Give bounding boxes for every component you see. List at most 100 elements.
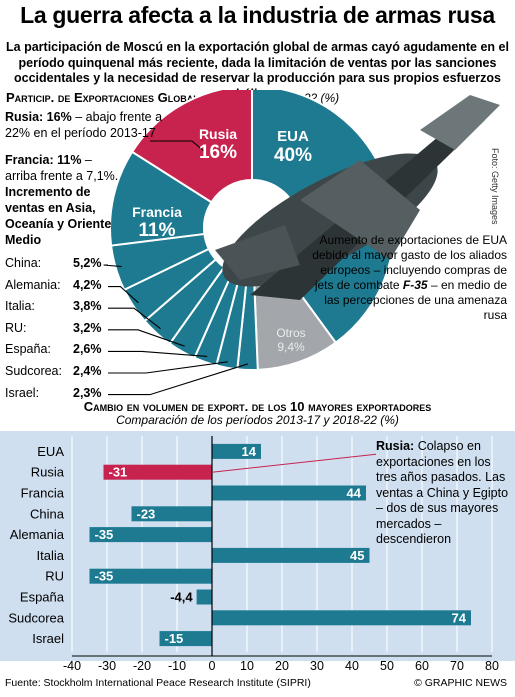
- russia-leader-line: [150, 140, 206, 153]
- slice-france-value: 11%: [138, 220, 176, 241]
- category-label: China: [30, 506, 65, 521]
- bar-value-label: -15: [165, 631, 184, 646]
- country-share-row: Alemania: 4,2%: [5, 278, 102, 292]
- bar-value-label: -31: [109, 465, 128, 480]
- country-share-value: 2,6%: [73, 342, 102, 357]
- bar-sudcorea: [212, 610, 471, 626]
- slice-label-usa: EUA 40%: [262, 128, 324, 167]
- bar-value-label: -35: [95, 527, 114, 542]
- x-tick-label: -10: [168, 659, 186, 673]
- bar-rows: EUA 14 Rusia -31 Francia 44 China -23 Alemania -3…: [8, 436, 471, 656]
- leader-line: [108, 329, 185, 347]
- leader-line: [108, 363, 248, 396]
- country-share-value: 4,2%: [73, 277, 102, 292]
- slice-russia-name: Rusia: [198, 126, 238, 142]
- country-name: Israel:: [5, 385, 40, 400]
- usa-note-end: – en medio de las percepciones de una am…: [324, 278, 507, 322]
- category-label: Francia: [21, 486, 65, 501]
- france-share-text: – arriba frente a 7,1%.: [5, 153, 119, 183]
- france-share-note: Francia: 11% – arriba frente a 7,1%. Inc…: [5, 152, 125, 248]
- slice-others-name: Otros: [276, 326, 306, 340]
- country-share-row: China: 5,2%: [5, 256, 102, 270]
- bar-españa: [196, 589, 212, 605]
- russia-share-text: – abajo frente a 22% en el período 2013-…: [5, 110, 163, 140]
- pie-slice-rusia: [130, 90, 253, 204]
- category-label: Israel: [32, 631, 64, 646]
- leader-line: [108, 361, 228, 374]
- bar-value-label: 74: [452, 610, 467, 625]
- france-increase-note: Incremento de ventas en Asia, Oceanía y …: [5, 185, 112, 247]
- bar-value-label: 14: [242, 444, 257, 459]
- country-name: España:: [5, 342, 51, 357]
- russia-collapse-text: Colapso en exportaciones en los tres año…: [376, 439, 509, 546]
- country-share-value: 3,8%: [73, 299, 102, 314]
- usa-note-text: Aumento de exportaciones de EUA debido a…: [312, 233, 507, 292]
- country-share-value: 2,3%: [73, 385, 102, 400]
- copyright-credit: © GRAPHIC NEWS: [414, 677, 507, 689]
- slice-france-name: Francia: [132, 204, 182, 220]
- fighter-jet-image: [215, 95, 500, 300]
- x-tick-label: -40: [63, 659, 81, 673]
- country-share-row: RU: 3,2%: [5, 321, 102, 335]
- bar-value-label: -4,4: [170, 590, 193, 605]
- usa-note-jet: F-35: [402, 278, 428, 292]
- bar-chart: EUA 14 Rusia -31 Francia 44 China -23 Alemania -3…: [8, 436, 499, 673]
- x-tick-label: 0: [209, 659, 216, 673]
- country-name: Sudcorea:: [5, 364, 62, 378]
- x-tick-label: 50: [380, 659, 394, 673]
- x-tick-label: 70: [450, 659, 464, 673]
- x-tick-label: 80: [485, 659, 499, 673]
- category-label: RU: [45, 569, 64, 584]
- bar-eua: [212, 443, 261, 459]
- photo-credit: Foto: Getty Images: [490, 148, 500, 225]
- category-label: Rusia: [31, 465, 65, 480]
- category-label: Alemania: [10, 527, 65, 542]
- x-tick-label: 60: [415, 659, 429, 673]
- bar-israel: [159, 631, 212, 647]
- source-note: Fuente: Stockholm International Peace Re…: [5, 677, 311, 689]
- slice-label-others: Otros 9,4%: [266, 326, 316, 354]
- category-label: Sudcorea: [8, 610, 64, 625]
- bar-value-label: -35: [95, 569, 114, 584]
- bar-italia: [212, 547, 370, 563]
- bar-value-label: -23: [137, 506, 156, 521]
- russia-share-bold: Rusia: 16%: [5, 110, 72, 124]
- slice-label-russia: Rusia 16%: [186, 126, 250, 164]
- usa-note: Aumento de exportaciones de EUA debido a…: [307, 233, 507, 323]
- slice-others-value: 9,4%: [277, 340, 305, 354]
- x-tick-label: 30: [310, 659, 324, 673]
- bar-francia: [212, 485, 366, 501]
- russia-bar-leader: [211, 453, 377, 473]
- bar-x-ticks: -40 -30 -20 -10 0 10 20 30 40 50 60 70 80: [63, 659, 499, 673]
- leader-line: [108, 286, 139, 304]
- country-name: Alemania:: [5, 277, 61, 292]
- country-name: Italia:: [5, 299, 35, 314]
- bar-value-label: 44: [347, 486, 362, 501]
- pie-chart: [103, 90, 500, 396]
- leader-line: [108, 350, 208, 357]
- pie-leader-lines: [103, 140, 248, 396]
- russia-collapse-note: Rusia: Colapso en exportaciones en los t…: [376, 439, 511, 548]
- bar-value-label: 45: [350, 548, 364, 563]
- x-tick-label: 10: [240, 659, 254, 673]
- country-share-row: Sudcorea: 2,4%: [5, 364, 102, 378]
- slice-usa-name: EUA: [277, 128, 309, 145]
- country-share-row: Italia: 3,8%: [5, 299, 102, 313]
- category-label: Italia: [37, 548, 65, 563]
- category-label: España: [20, 590, 65, 605]
- russia-share-note: Rusia: 16% – abajo frente a 22% en el pe…: [5, 109, 175, 141]
- bar-alemania: [89, 527, 212, 543]
- bar-heading: Cambio en volumen de export. de los 10 m…: [83, 399, 432, 414]
- leader-line: [103, 264, 122, 268]
- leader-line: [108, 307, 161, 330]
- slice-usa-value: 40%: [273, 145, 313, 166]
- france-share-bold: Francia: 11%: [5, 153, 82, 167]
- country-share-row: Israel: 2,3%: [5, 386, 102, 400]
- country-share-value: 5,2%: [73, 256, 102, 270]
- country-share-value: 2,4%: [73, 364, 102, 378]
- x-tick-label: 40: [345, 659, 359, 673]
- x-tick-label: -20: [133, 659, 151, 673]
- bar-subheading: Comparación de los períodos 2013-17 y 20…: [116, 413, 399, 427]
- country-name: China:: [5, 256, 42, 270]
- slice-label-france: Francia 11%: [122, 204, 192, 242]
